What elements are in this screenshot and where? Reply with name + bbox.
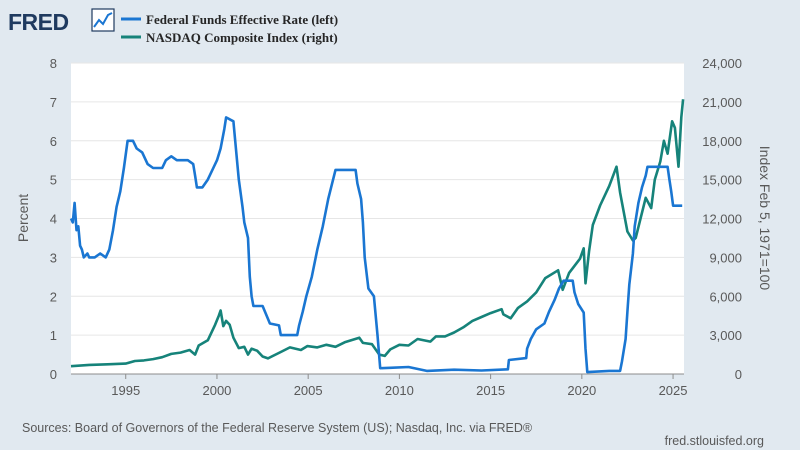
right-axis-title: Index Feb 5, 1971=100 (757, 146, 773, 291)
x-tick-label: 2005 (294, 383, 323, 398)
series-line-nasdaq (70, 99, 685, 368)
right-tick-label: 21,000 (702, 95, 742, 110)
right-tick-label: 12,000 (702, 212, 742, 227)
right-tick-label: 3,000 (709, 328, 742, 343)
right-tick-label: 18,000 (702, 134, 742, 149)
right-tick-label: 9,000 (709, 250, 742, 265)
line-chart-icon (91, 8, 115, 32)
right-axis-ticks: 0 3,000 6,000 9,000 12,000 15,000 18,000 21,000… (702, 56, 742, 382)
x-tick-label: 2010 (385, 383, 414, 398)
logo-text: FRED (8, 9, 69, 35)
legend-label-nasdaq: NASDAQ Composite Index (right) (146, 30, 338, 45)
legend: Federal Funds Effective Rate (left) NASD… (121, 12, 338, 45)
x-tick-label: 2025 (659, 383, 688, 398)
x-tick-label: 2020 (567, 383, 596, 398)
left-axis-title: Percent (15, 194, 31, 242)
left-tick-label: 4 (50, 212, 57, 227)
right-tick-label: 15,000 (702, 173, 742, 188)
x-axis-ticks: 1995 2000 2005 2010 2015 2020 2025 (71, 373, 688, 398)
right-tick-label: 24,000 (702, 56, 742, 71)
left-tick-label: 7 (50, 95, 57, 110)
left-tick-label: 3 (50, 250, 57, 265)
right-tick-label: 0 (735, 367, 742, 382)
legend-label-fedfunds: Federal Funds Effective Rate (left) (146, 12, 338, 27)
fred-url[interactable]: fred.stlouisfed.org (665, 434, 764, 448)
left-tick-label: 8 (50, 56, 57, 71)
left-tick-label: 1 (50, 328, 57, 343)
left-tick-label: 6 (50, 134, 57, 149)
left-tick-label: 2 (50, 289, 57, 304)
left-axis-ticks: 0 1 2 3 4 5 6 7 8 (50, 56, 57, 382)
right-tick-label: 6,000 (709, 289, 742, 304)
series-line-fedfunds (69, 116, 683, 374)
x-tick-label: 2015 (476, 383, 505, 398)
x-tick-label: 1995 (111, 383, 140, 398)
x-tick-label: 2000 (202, 383, 231, 398)
left-tick-label: 5 (50, 173, 57, 188)
left-tick-label: 0 (50, 367, 57, 382)
fred-logo[interactable]: FRED (8, 8, 115, 35)
source-note: Sources: Board of Governors of the Feder… (22, 421, 533, 435)
